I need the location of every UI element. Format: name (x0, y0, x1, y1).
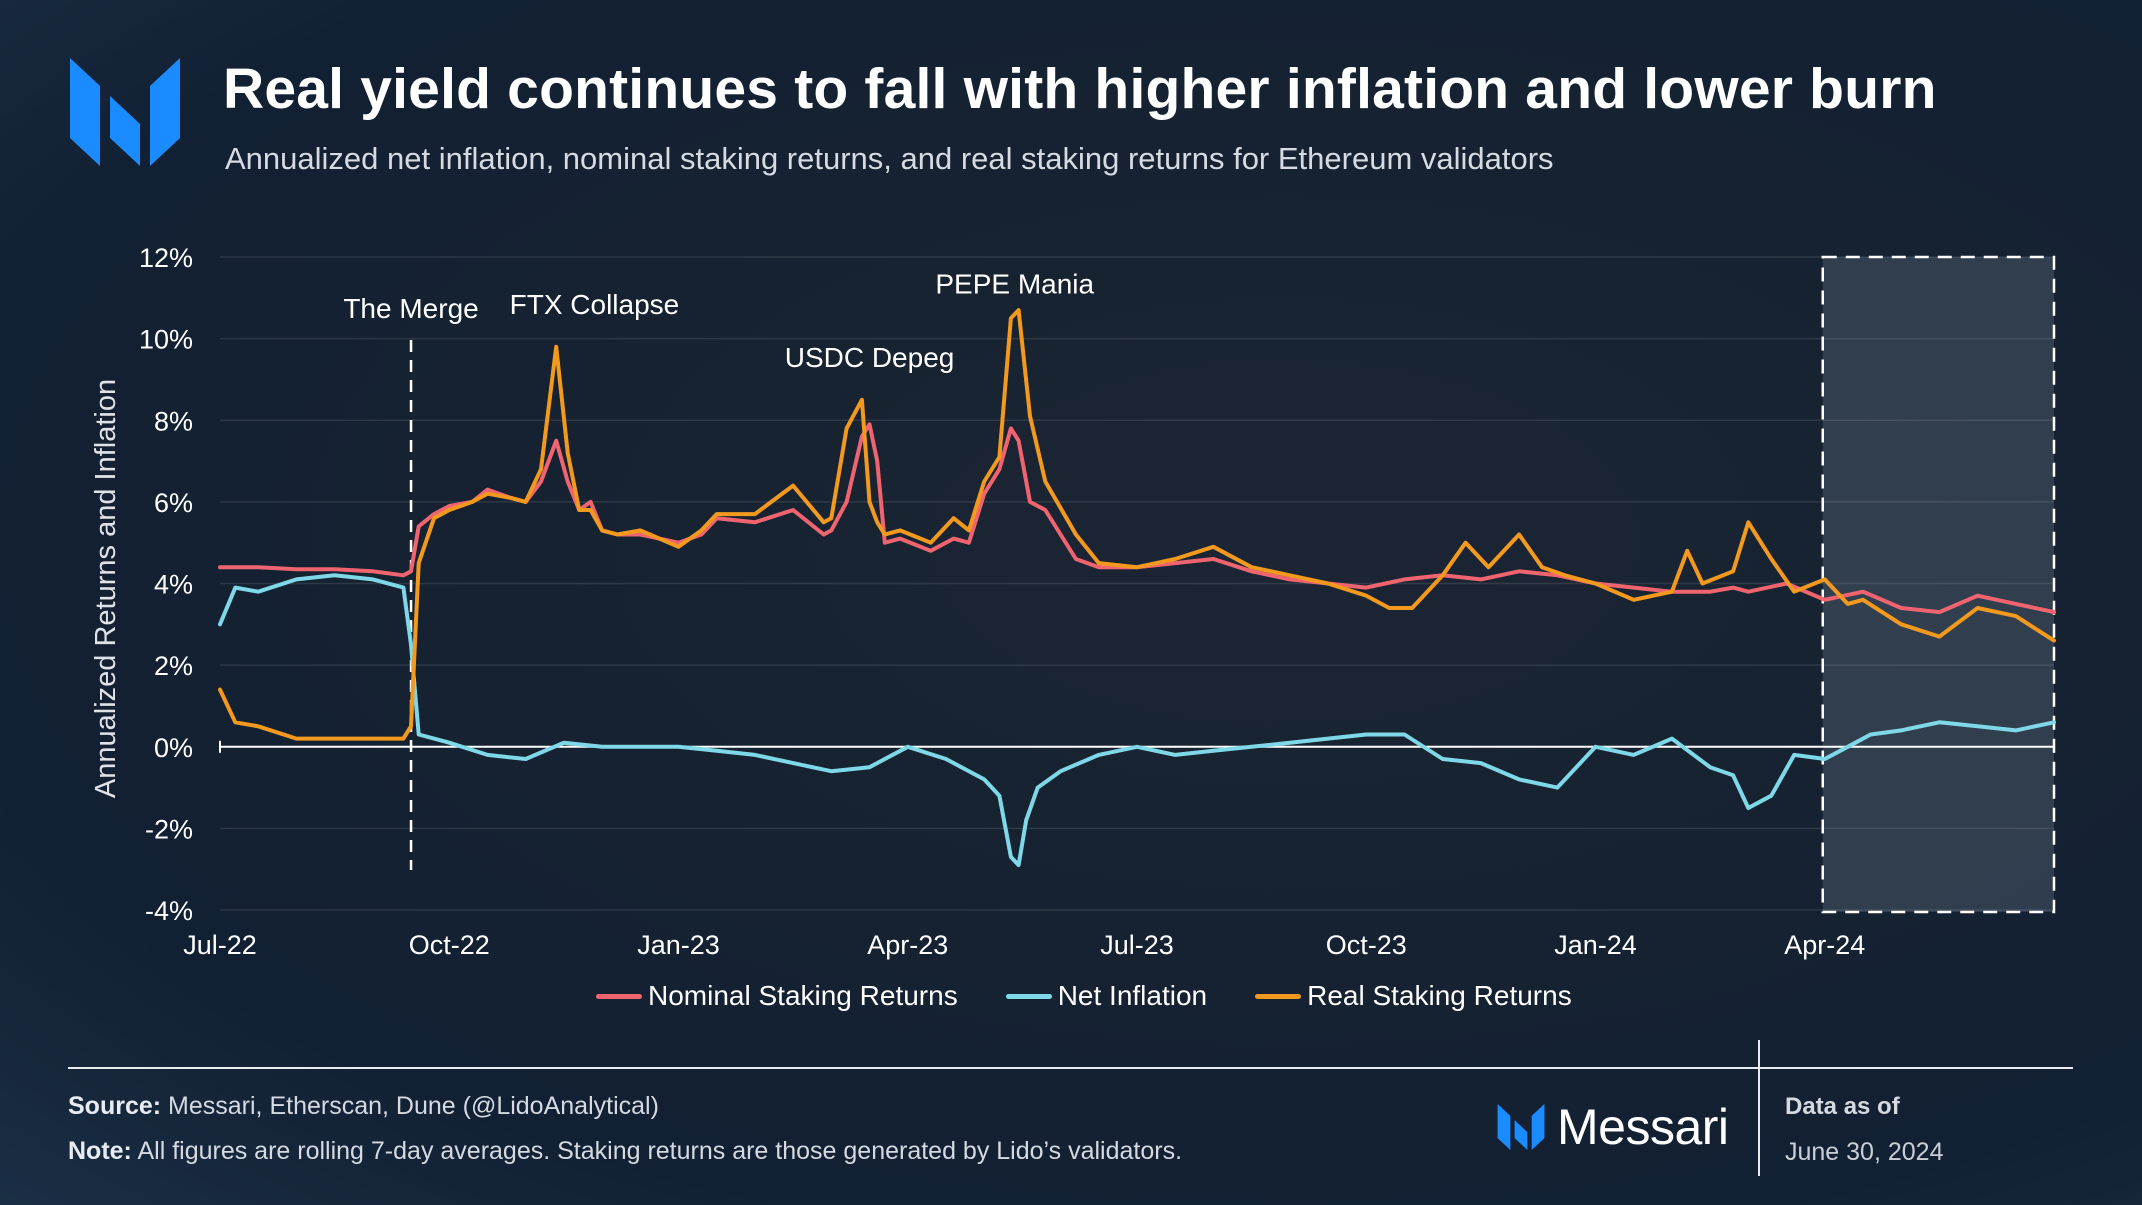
annotation-label: PEPE Mania (935, 269, 1094, 300)
legend-item-real: Real Staking Returns (1255, 980, 1572, 1012)
source-label: Source: (68, 1092, 162, 1120)
annotation-label: USDC Depeg (785, 342, 955, 373)
x-tick-label: Jul-22 (183, 930, 257, 960)
data-as-of-label: Data as of (1785, 1093, 1900, 1120)
chart-legend: Nominal Staking Returns Net Inflation Re… (596, 980, 1572, 1012)
y-axis-title: Annualized Returns and Inflation (90, 379, 122, 798)
y-tick-label: 10% (139, 325, 193, 355)
y-tick-label: 6% (154, 488, 193, 518)
messari-logo-icon (70, 58, 180, 166)
y-tick-label: 8% (154, 406, 193, 436)
line-chart: -4% -2% 0% 2% 4% 6% 8% 10% 12% Jul-22 Oct-22 Jan-23… (90, 243, 2056, 960)
messari-brand-icon (1497, 1104, 1545, 1150)
highlight-box (1821, 255, 2056, 914)
x-tick-label: Oct-22 (409, 930, 490, 960)
y-tick-label: -2% (145, 814, 193, 844)
series-line-real-staking-returns (218, 308, 2056, 741)
annotation-label: FTX Collapse (510, 289, 680, 320)
data-as-of-date: June 30, 2024 (1785, 1138, 1944, 1166)
legend-item-nominal: Nominal Staking Returns (596, 980, 958, 1012)
x-tick-label: Oct-23 (1326, 930, 1407, 960)
x-tick-label: Jan-23 (637, 930, 720, 960)
x-tick-label: Jul-23 (1100, 930, 1174, 960)
x-tick-label: Apr-24 (1784, 930, 1865, 960)
x-tick-label: Jan-24 (1554, 930, 1637, 960)
annotation-label: The Merge (343, 293, 478, 324)
legend-label-nominal: Nominal Staking Returns (648, 980, 958, 1011)
note-label: Note: (68, 1137, 132, 1165)
series-line-net-inflation (218, 573, 2056, 868)
legend-swatch-real (1255, 993, 1302, 999)
source-line: Source: Messari, Etherscan, Dune (@LidoA… (68, 1092, 659, 1121)
footer-vertical-divider (1758, 1040, 1760, 1176)
source-text: Messari, Etherscan, Dune (@LidoAnalytica… (168, 1092, 659, 1120)
note-text: All figures are rolling 7-day averages. … (137, 1137, 1183, 1165)
x-tick-label: Apr-23 (867, 930, 948, 960)
note-line: Note: All figures are rolling 7-day aver… (68, 1137, 1182, 1166)
legend-swatch-nominal (596, 993, 642, 999)
brand-name: Messari (1557, 1099, 1729, 1155)
y-tick-label: -4% (145, 896, 193, 926)
legend-item-inflation: Net Inflation (1005, 980, 1208, 1012)
legend-swatch-inflation (1005, 993, 1052, 999)
y-tick-label: 4% (154, 570, 193, 600)
y-tick-label: 12% (139, 243, 193, 273)
legend-label-real: Real Staking Returns (1307, 980, 1572, 1011)
footer-divider (68, 1067, 2073, 1069)
brand-mark: Messari (1497, 1098, 1729, 1156)
chart-title: Real yield continues to fall with higher… (223, 57, 1937, 121)
chart-subtitle: Annualized net inflation, nominal stakin… (225, 141, 1554, 176)
legend-label-inflation: Net Inflation (1057, 980, 1208, 1011)
y-tick-label: 2% (154, 651, 193, 681)
y-tick-label: 0% (154, 733, 193, 763)
